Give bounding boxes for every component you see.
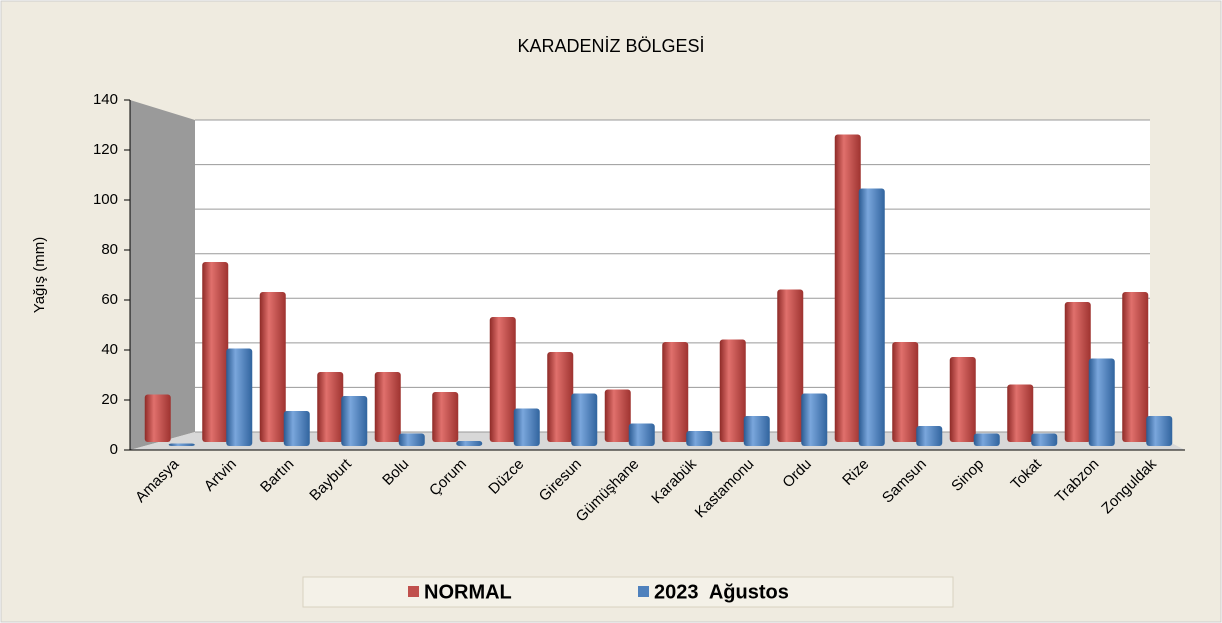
legend-label: 2023 Ağustos: [654, 581, 789, 603]
bar: [662, 342, 689, 442]
bar: [398, 433, 425, 446]
legend-swatch: [638, 586, 649, 597]
bar: [719, 339, 746, 442]
bar: [834, 134, 861, 442]
bar: [686, 431, 713, 446]
bar: [456, 441, 483, 446]
bar: [317, 372, 344, 442]
bar: [1122, 292, 1149, 442]
y-tick-label: 80: [101, 241, 118, 258]
y-tick-label: 100: [93, 191, 118, 208]
bar: [432, 392, 459, 442]
legend-label: NORMAL: [424, 581, 512, 603]
bar: [144, 394, 171, 442]
bar: [168, 443, 195, 446]
bar: [202, 262, 229, 442]
bar: [513, 408, 540, 446]
bar: [259, 292, 286, 442]
bar: [1146, 416, 1173, 446]
bar: [892, 342, 919, 442]
y-tick-label: 0: [110, 441, 118, 458]
bar: [1064, 302, 1091, 442]
bar: [226, 348, 253, 446]
bar: [973, 433, 1000, 446]
y-tick-label: 40: [101, 341, 118, 358]
side-wall: [130, 100, 195, 450]
y-tick-label: 120: [93, 141, 118, 158]
bar: [628, 423, 655, 446]
bar: [571, 393, 598, 446]
legend-swatch: [408, 586, 419, 597]
bar: [489, 317, 516, 442]
y-tick-label: 60: [101, 291, 118, 308]
bar: [743, 416, 770, 446]
y-tick-label: 140: [93, 91, 118, 108]
bar: [949, 357, 976, 442]
legend: [302, 576, 954, 608]
y-axis-label: Yağış (mm): [31, 237, 48, 313]
bar: [1031, 433, 1058, 446]
bar: [777, 289, 804, 442]
chart-title: KARADENİZ BÖLGESİ: [517, 36, 704, 56]
y-tick-label: 20: [101, 391, 118, 408]
bar: [604, 389, 631, 442]
bar: [1007, 384, 1034, 442]
bar: [547, 352, 574, 442]
bar: [341, 396, 368, 446]
bar: [374, 372, 401, 442]
bar: [1088, 358, 1115, 446]
bar: [858, 188, 885, 446]
bar: [801, 393, 828, 446]
bar: [916, 426, 943, 446]
bar: [283, 411, 310, 446]
